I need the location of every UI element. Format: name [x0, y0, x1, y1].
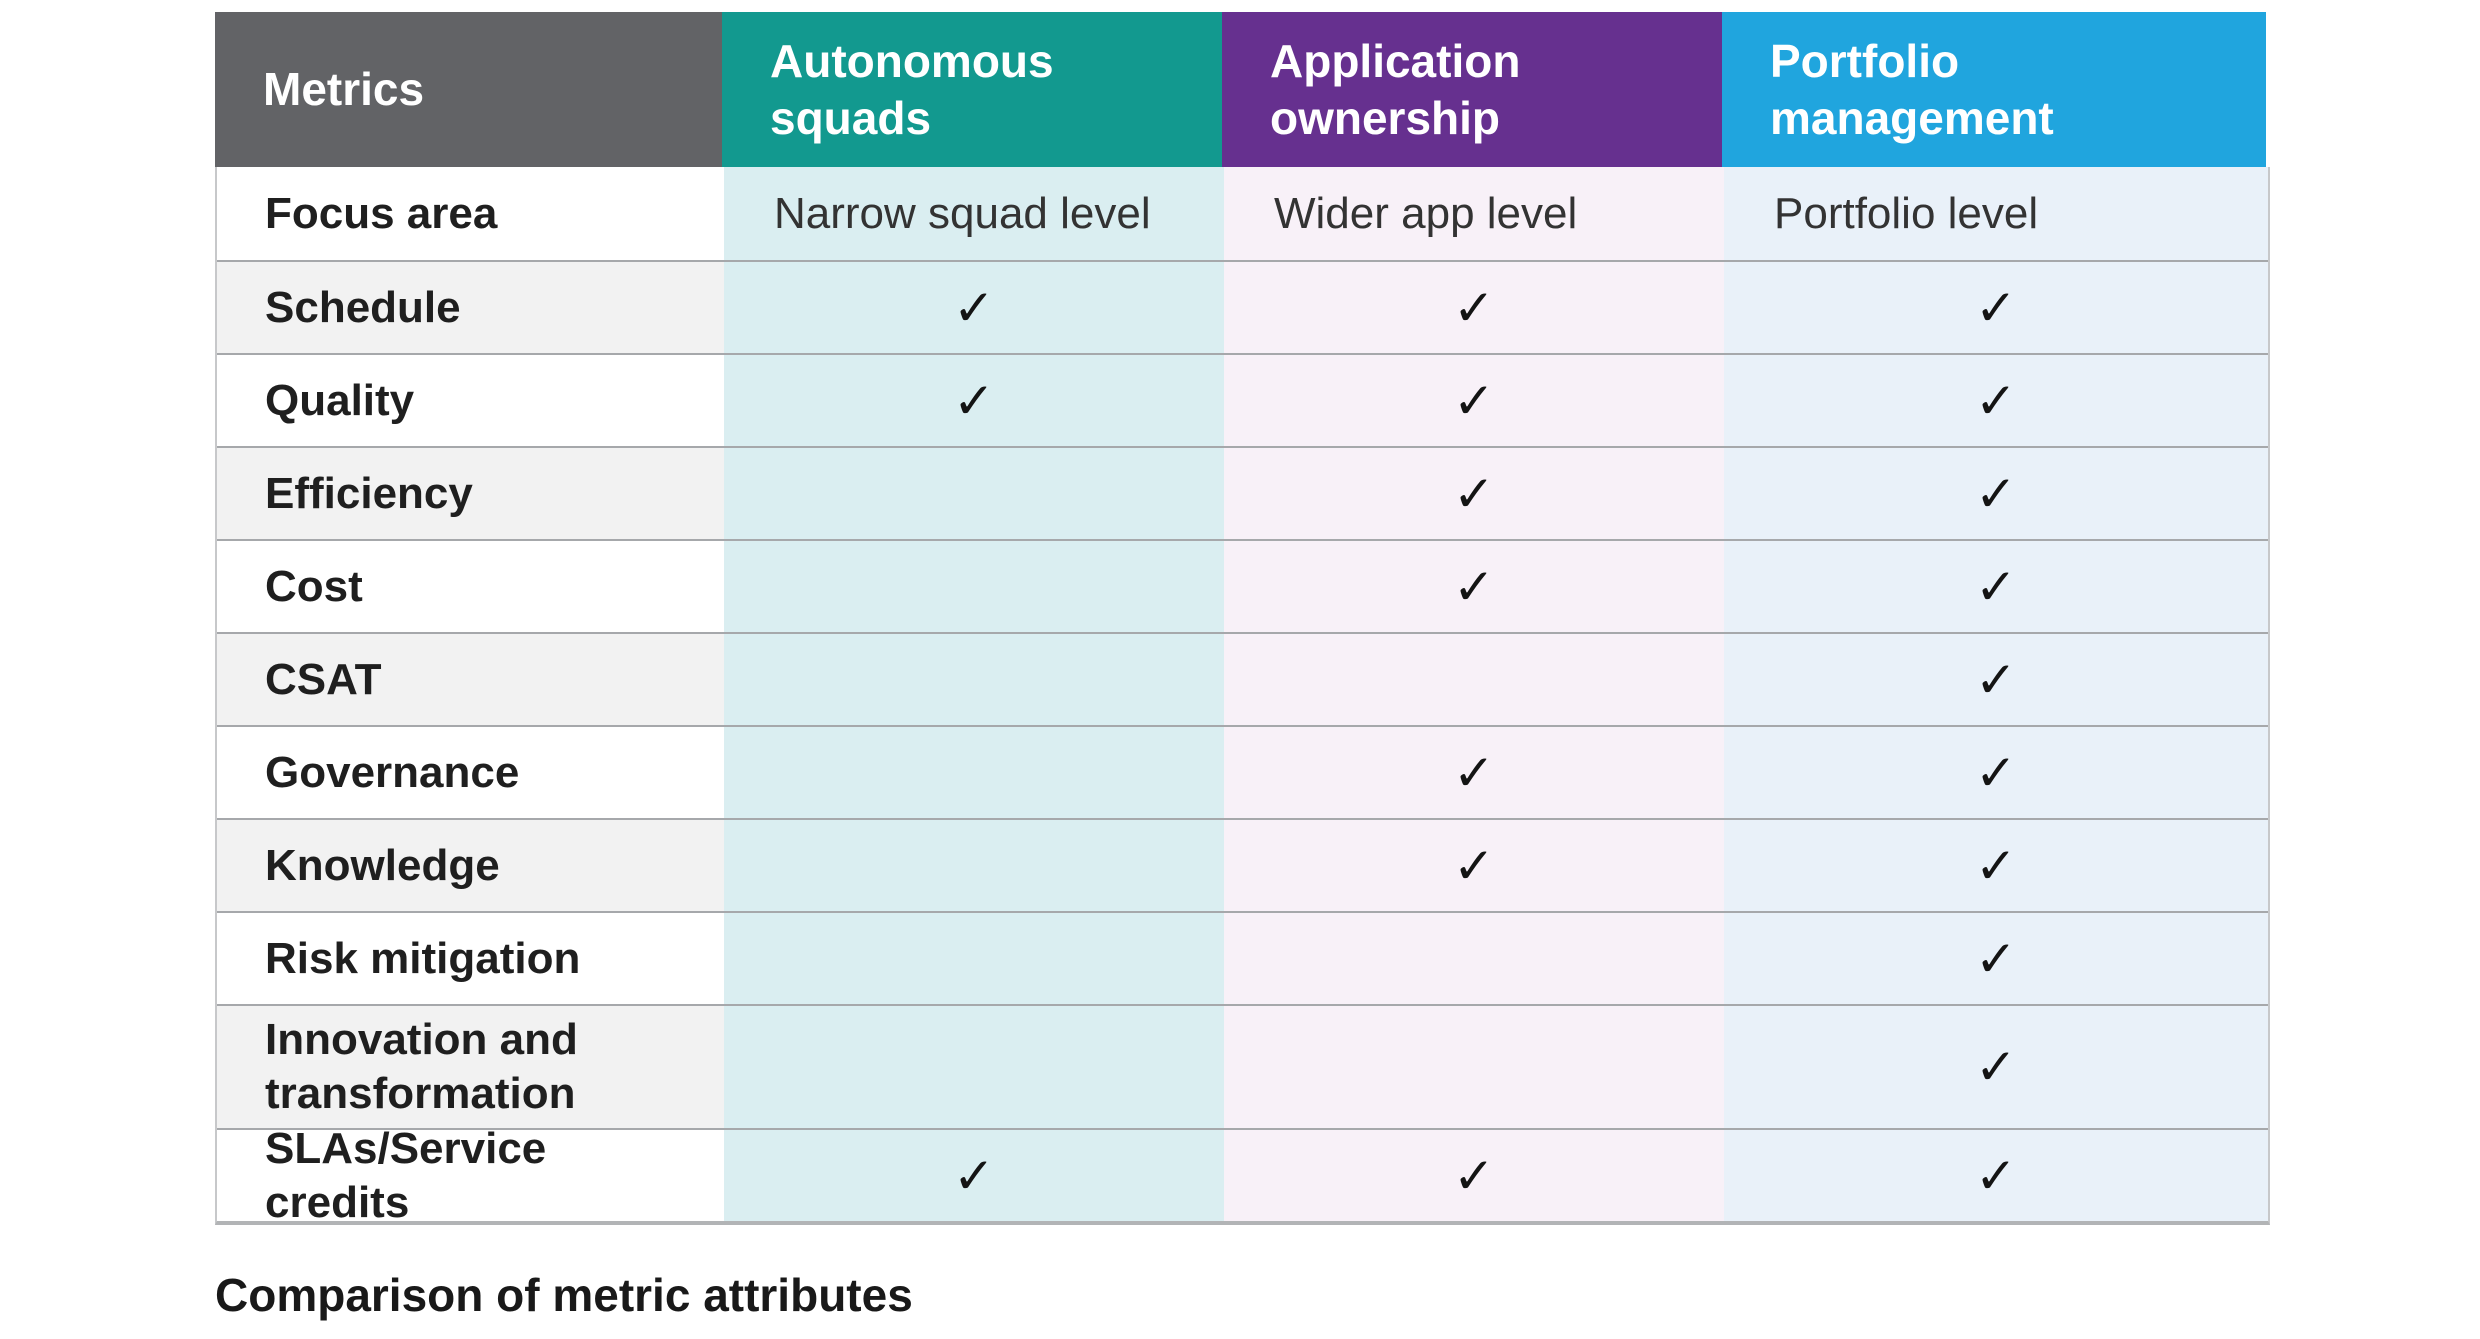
- header-portfolio-management: Portfolio management: [1722, 12, 2266, 167]
- checkmark-cell: [724, 634, 1224, 725]
- row-label: Schedule: [217, 262, 724, 353]
- checkmark-cell: ✓: [1224, 727, 1724, 818]
- checkmark-cell: ✓: [1224, 448, 1724, 539]
- table-body: Focus area Narrow squad level Wider app …: [215, 167, 2270, 1227]
- checkmark-cell: [1224, 634, 1724, 725]
- figure-caption: Comparison of metric attributes: [215, 1269, 913, 1321]
- header-application-ownership: Application ownership: [1222, 12, 1722, 167]
- header-autonomous-squads: Autonomous squads: [722, 12, 1222, 167]
- checkmark-cell: ✓: [1724, 1130, 2268, 1221]
- row-label: Knowledge: [217, 820, 724, 911]
- row-label: Governance: [217, 727, 724, 818]
- checkmark-cell: ✓: [724, 355, 1224, 446]
- table-row-governance: Governance ✓ ✓: [217, 725, 2268, 818]
- row-label: Cost: [217, 541, 724, 632]
- checkmark-cell: ✓: [1724, 541, 2268, 632]
- table-row-focus-area: Focus area Narrow squad level Wider app …: [217, 167, 2268, 260]
- checkmark-cell: ✓: [724, 262, 1224, 353]
- table-row-schedule: Schedule ✓ ✓ ✓: [217, 260, 2268, 353]
- checkmark-cell: [1224, 1006, 1724, 1128]
- checkmark-cell: ✓: [1224, 541, 1724, 632]
- table-cell: Narrow squad level: [724, 167, 1224, 260]
- checkmark-cell: ✓: [1724, 1006, 2268, 1128]
- checkmark-cell: ✓: [1224, 1130, 1724, 1221]
- checkmark-cell: [724, 541, 1224, 632]
- table-row-csat: CSAT ✓: [217, 632, 2268, 725]
- checkmark-cell: ✓: [1724, 727, 2268, 818]
- table-header-row: Metrics Autonomous squads Application ow…: [215, 12, 2266, 167]
- table-row-quality: Quality ✓ ✓ ✓: [217, 353, 2268, 446]
- row-label: Innovation and transformation: [217, 1006, 724, 1128]
- row-label: Efficiency: [217, 448, 724, 539]
- checkmark-cell: ✓: [1224, 262, 1724, 353]
- table-row-knowledge: Knowledge ✓ ✓: [217, 818, 2268, 911]
- checkmark-cell: [724, 727, 1224, 818]
- table-row-slas-service-credits: SLAs/Service credits ✓ ✓ ✓: [217, 1124, 2268, 1227]
- row-label: Quality: [217, 355, 724, 446]
- table-cell: Wider app level: [1224, 167, 1724, 260]
- checkmark-cell: ✓: [1724, 448, 2268, 539]
- row-label: SLAs/Service credits: [217, 1124, 724, 1227]
- checkmark-cell: ✓: [1224, 820, 1724, 911]
- header-metrics: Metrics: [215, 12, 722, 167]
- checkmark-cell: [724, 820, 1224, 911]
- checkmark-cell: ✓: [1724, 820, 2268, 911]
- table-row-efficiency: Efficiency ✓ ✓: [217, 446, 2268, 539]
- row-label: Focus area: [217, 167, 724, 260]
- checkmark-cell: [724, 1006, 1224, 1128]
- checkmark-cell: ✓: [1724, 913, 2268, 1004]
- table-cell: Portfolio level: [1724, 167, 2268, 260]
- row-label: Risk mitigation: [217, 913, 724, 1004]
- checkmark-cell: [724, 913, 1224, 1004]
- row-label: CSAT: [217, 634, 724, 725]
- checkmark-cell: ✓: [1224, 355, 1724, 446]
- checkmark-cell: [1224, 913, 1724, 1004]
- table-row-innovation-and-transformation: Innovation and transformation ✓: [217, 1004, 2268, 1128]
- comparison-table: Metrics Autonomous squads Application ow…: [215, 12, 2270, 1227]
- checkmark-cell: ✓: [1724, 262, 2268, 353]
- checkmark-cell: ✓: [724, 1130, 1224, 1221]
- table-row-risk-mitigation: Risk mitigation ✓: [217, 911, 2268, 1004]
- checkmark-cell: [724, 448, 1224, 539]
- checkmark-cell: ✓: [1724, 634, 2268, 725]
- table-row-cost: Cost ✓ ✓: [217, 539, 2268, 632]
- checkmark-cell: ✓: [1724, 355, 2268, 446]
